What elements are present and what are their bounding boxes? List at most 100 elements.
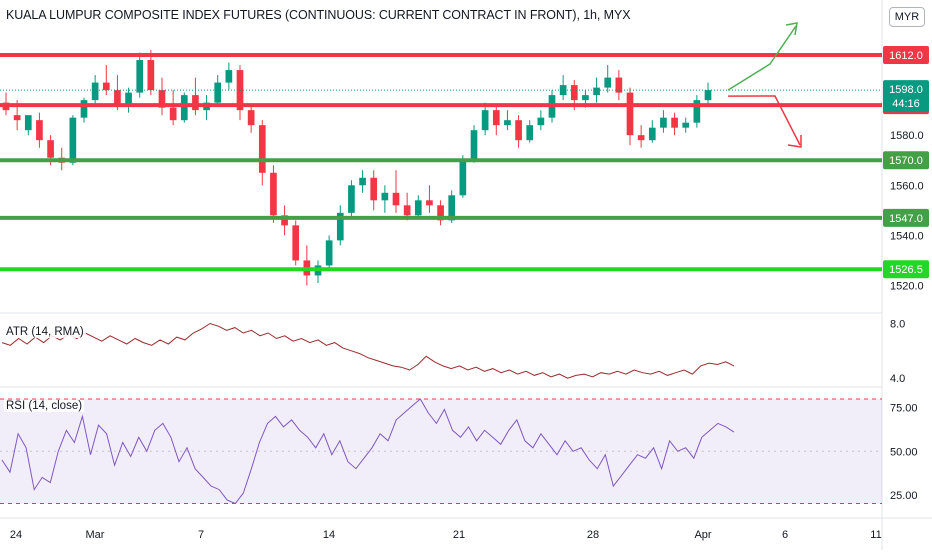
level-badge-label: 1526.5 [889,264,923,276]
candle-body [459,160,467,196]
atr-label: ATR (14, RMA) [4,326,86,338]
candle-body [648,127,656,141]
candle-body [392,192,400,206]
candle-body [125,92,132,106]
candle-body [69,117,77,163]
candle-body [114,90,121,106]
candle-body [437,205,444,221]
level-badge-label: 1570.0 [889,155,923,167]
rsi-label: RSI (14, close) [4,400,85,412]
axes: 1580.01560.01540.01520.01612.01592.01570… [10,46,929,541]
price-tick-label: 1520.0 [890,280,924,292]
candle-body [381,192,389,201]
candle-body [359,177,366,186]
candle-body [214,82,222,103]
candle-body [626,92,634,136]
time-tick-label: 14 [323,529,335,541]
time-tick-label: Mar [86,529,105,541]
candle-body [481,110,489,131]
candle-body [403,205,411,216]
candle-body [47,140,54,158]
down-arrow-head [787,135,802,148]
candle-body [36,120,43,141]
candle-body [136,60,144,93]
last-price-badge [883,80,929,113]
candle-body [270,172,277,216]
rsi-pane [0,398,882,505]
rsi-line [1,398,735,505]
candle-body [693,100,701,123]
currency-button[interactable]: MYR [889,7,925,27]
candle-body [180,95,188,121]
candle-body [537,117,545,126]
candle-body [448,195,456,221]
candle-body [192,95,199,111]
candle-body [593,87,600,96]
atr-pane [1,322,735,379]
rsi-tick-label: 50.00 [890,446,918,458]
candle-body [615,77,623,93]
candle-body [292,225,300,261]
candle-body [247,110,255,126]
time-tick-label: 11 [870,529,881,541]
level-badge [883,151,929,170]
candle-body [80,100,88,118]
candle-body [281,215,288,226]
candle-body [370,177,378,201]
time-tick-label: 6 [782,529,788,541]
candle-body [704,90,712,101]
rsi-tick-label: 25.00 [890,490,918,502]
candle-body [682,122,690,128]
atr-line [1,322,735,379]
candle-body [582,95,589,101]
time-tick-label: 28 [587,529,599,541]
time-tick-label: 24 [10,529,22,541]
candle-body [515,120,522,141]
candle-body [24,115,32,131]
price-pane [0,22,882,286]
up-projection-arrow [727,25,797,91]
candle-body [225,70,233,83]
candle-body [559,85,567,96]
level-badge-label: 1612.0 [889,50,923,62]
price-pane-bg [0,0,882,313]
last-price-label: 1598.0 [889,84,923,96]
price-tick-label: 1580.0 [890,130,924,142]
candle-body [13,115,21,121]
candle-body [348,185,355,213]
candle-body [147,60,155,91]
chart-title: KUALA LUMPUR COMPOSITE INDEX FUTURES (CO… [6,8,631,22]
candle-body [660,117,667,128]
countdown-label: 44:16 [892,98,920,110]
candle-body [325,240,333,266]
price-tick-label: 1560.0 [890,180,924,192]
atr-tick-label: 8.0 [890,318,905,330]
time-tick-label: 7 [198,529,204,541]
candle-body [91,82,99,101]
candle-body [426,200,433,206]
candle-body [102,82,110,91]
price-tick-label: 1540.0 [890,230,924,242]
level-badge [883,260,929,279]
level-badge [883,46,929,65]
time-tick-label: 21 [453,529,465,541]
candle-body [526,125,534,141]
down-projection-arrow [727,95,801,146]
candle-body [414,200,422,216]
candle-body [637,135,645,141]
candle-body [604,77,612,88]
candle-body [671,117,678,128]
rsi-tick-label: 75.00 [890,403,918,415]
candle-body [336,212,344,241]
candle-body [258,125,266,173]
level-badge-label: 1547.0 [889,213,923,225]
candle-body [158,90,166,108]
time-tick-label: Apr [694,529,711,541]
up-arrow-head [785,22,798,36]
candle-body [492,110,500,126]
candle-body [504,120,511,126]
level-badge [883,208,929,227]
candle-body [169,107,177,121]
